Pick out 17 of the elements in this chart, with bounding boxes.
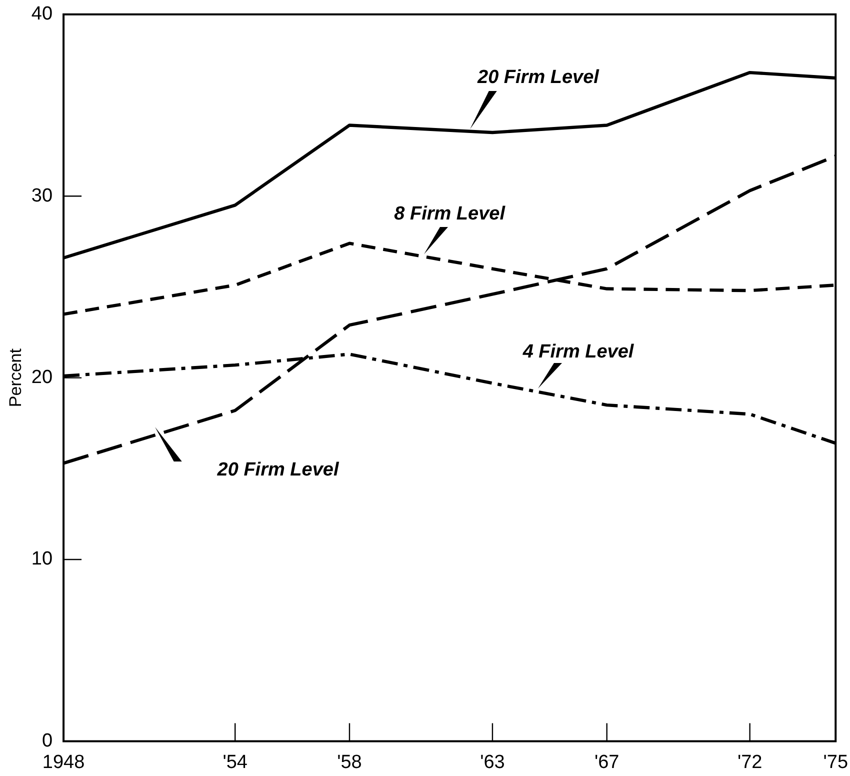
y-tick-label: 10 <box>31 548 53 570</box>
y-tick-label: 0 <box>42 730 53 752</box>
y-tick-label: 30 <box>31 185 53 206</box>
series-label: 8 Firm Level <box>394 204 506 225</box>
y-axis-title: Percent <box>6 348 25 408</box>
x-tick-label: '63 <box>480 752 505 773</box>
x-tick-label: '58 <box>337 752 362 773</box>
x-tick-label: 1948 <box>42 752 85 773</box>
text: 20 Firm Level <box>216 460 340 481</box>
x-tick-label: '72 <box>737 752 762 773</box>
y-tick-label: 40 <box>31 4 53 25</box>
series-label: 20 Firm Level <box>476 67 600 88</box>
x-tick-label: '54 <box>222 752 248 773</box>
x-tick-label: '67 <box>594 752 620 773</box>
series-label: 4 Firm Level <box>522 342 634 363</box>
y-tick-label: 20 <box>31 367 53 388</box>
x-tick-label: '75 <box>823 752 848 773</box>
